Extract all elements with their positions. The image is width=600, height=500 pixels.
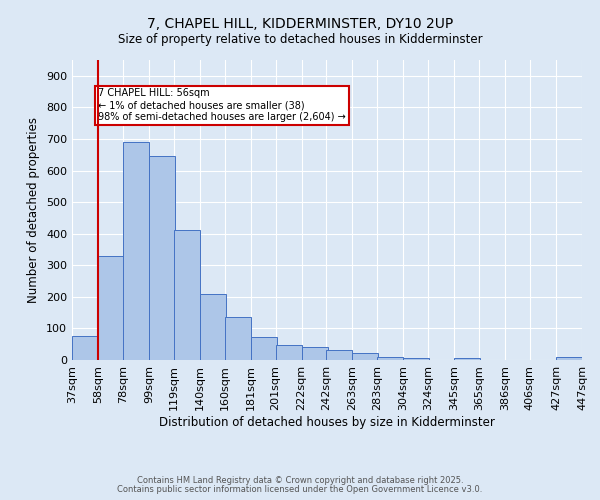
Bar (200, 294, 226, 360)
Bar (98, 256, 124, 360)
X-axis label: Distribution of detached houses by size in Kidderminster: Distribution of detached houses by size … (159, 416, 495, 428)
Text: Contains public sector information licensed under the Open Government Licence v3: Contains public sector information licen… (118, 485, 482, 494)
Bar (302, 348, 328, 360)
Bar (454, 358, 480, 360)
Text: 7, CHAPEL HILL, KIDDERMINSTER, DY10 2UP: 7, CHAPEL HILL, KIDDERMINSTER, DY10 2UP (147, 18, 453, 32)
Bar (275, 345, 302, 360)
Bar (556, 358, 582, 360)
Bar (352, 353, 379, 360)
Bar (174, 230, 200, 360)
Bar (224, 316, 251, 360)
Text: 7 CHAPEL HILL: 56sqm
← 1% of detached houses are smaller (38)
98% of semi-detach: 7 CHAPEL HILL: 56sqm ← 1% of detached ho… (98, 88, 346, 122)
Y-axis label: Number of detached properties: Number of detached properties (28, 117, 40, 303)
Text: Size of property relative to detached houses in Kidderminster: Size of property relative to detached ho… (118, 32, 482, 46)
Bar (403, 358, 430, 360)
Bar (72, 336, 98, 360)
Bar (251, 337, 277, 360)
Bar (377, 356, 403, 360)
Bar (326, 350, 352, 360)
Bar (149, 156, 175, 360)
Text: Contains HM Land Registry data © Crown copyright and database right 2025.: Contains HM Land Registry data © Crown c… (137, 476, 463, 485)
Bar (123, 142, 149, 360)
